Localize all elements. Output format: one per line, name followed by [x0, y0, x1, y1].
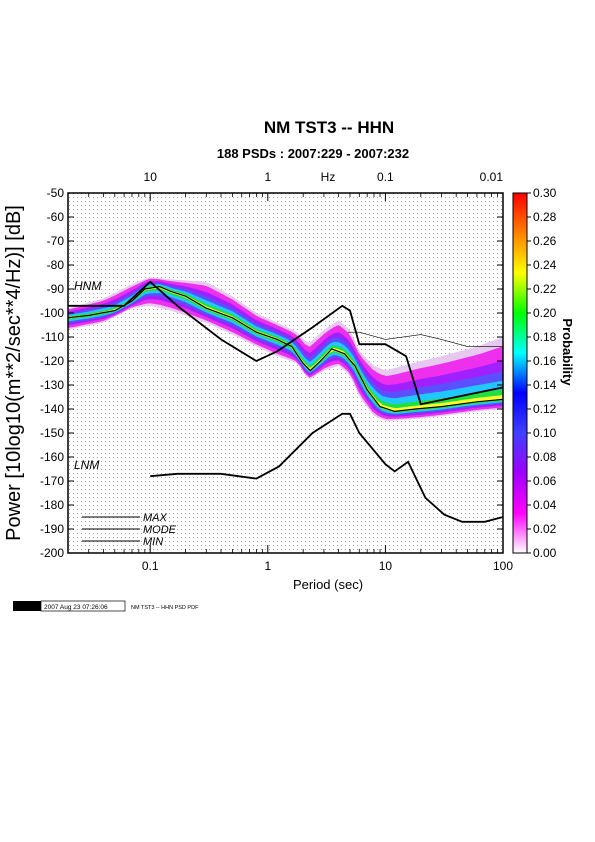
x-tick-label: 0.1: [142, 559, 159, 573]
colorbar-tick-label: 0.26: [533, 234, 557, 248]
y-tick-label: -190: [40, 522, 64, 536]
x-tick-label: 1: [264, 559, 271, 573]
y-tick-label: -110: [41, 330, 64, 344]
colorbar-ticks: 0.30 0.28 0.26 0.24 0.22 0.20 0.18 0.16 0.14 0.12…: [527, 186, 557, 560]
colorbar-tick-label: 0.02: [533, 522, 557, 536]
colorbar-tick-label: 0.18: [533, 330, 557, 344]
top-axis-title: Hz: [321, 170, 336, 184]
colorbar-tick-label: 0.24: [533, 258, 557, 272]
y-tick-label: -50: [47, 186, 65, 200]
data-layer: [68, 277, 503, 523]
legend: MAX MODE MIN: [82, 512, 177, 548]
nlnm-line: [150, 412, 503, 523]
y-tick-label: -160: [40, 450, 64, 464]
legend-label-mode: MODE: [143, 524, 177, 536]
colorbar-tick-label: 0.00: [533, 546, 557, 560]
axes-layer: -200 -190 -180 -170 -160 -150 -140 -130 -120 -110…: [40, 170, 513, 573]
y-tick-label: -120: [40, 354, 64, 368]
legend-label-max: MAX: [143, 512, 168, 524]
colorbar-tick-label: 0.04: [533, 498, 557, 512]
y-tick-label: -70: [47, 234, 65, 248]
colorbar-fill: [513, 193, 527, 553]
gmt-logo-box: [13, 601, 41, 611]
y-tick-label: -130: [40, 378, 64, 392]
x-tick-label: 10: [379, 559, 393, 573]
y-tick-label: -180: [40, 498, 64, 512]
x-tick-label: 100: [493, 559, 513, 573]
lnm-label: LNM: [74, 458, 99, 472]
x-axis-title: Period (sec): [293, 577, 363, 592]
y-tick-label: -150: [40, 426, 64, 440]
hnm-label: HNM: [74, 279, 101, 293]
footer-timestamp: 2007 Aug 23 07:26:06: [44, 604, 108, 611]
colorbar-tick-label: 0.30: [533, 186, 557, 200]
y-tick-label: -100: [40, 306, 64, 320]
plot-frame: [67, 192, 504, 554]
legend-label-min: MIN: [143, 536, 163, 548]
timestamp-box: [40, 600, 126, 612]
colorbar-tick-label: 0.12: [533, 402, 557, 416]
top-tick-label: 0.1: [377, 170, 394, 184]
y-tick-label: -80: [47, 258, 65, 272]
y-tick-label: -90: [47, 282, 65, 296]
colorbar-tick-label: 0.20: [533, 306, 557, 320]
colorbar-tick-label: 0.08: [533, 450, 557, 464]
y-tick-label: -170: [40, 474, 64, 488]
y-tick-label: -60: [47, 210, 65, 224]
nhnm-line: [68, 280, 503, 406]
max-line: [347, 331, 503, 347]
colorbar-title: Probability: [560, 318, 575, 386]
chart-subtitle: 188 PSDs : 2007:229 - 2007:232: [217, 146, 409, 161]
pdf-density-band: [68, 285, 503, 413]
mode-line: [68, 285, 503, 413]
colorbar-tick-label: 0.16: [533, 354, 557, 368]
colorbar-frame: [512, 192, 528, 554]
y-axis-title: Power [10log10(m**2/sec**4/Hz)] [dB]: [3, 205, 25, 541]
top-tick-label: 0.01: [480, 170, 504, 184]
gmt-logo: GMT: [18, 602, 36, 611]
footer-caption: NM TST3 -- HHN PSD PDF: [131, 605, 199, 611]
colorbar-tick-label: 0.28: [533, 210, 557, 224]
top-tick-label: 10: [144, 170, 158, 184]
footer: GMT 2007 Aug 23 07:26:06 NM TST3 -- HHN …: [13, 600, 199, 612]
colorbar: 0.30 0.28 0.26 0.24 0.22 0.20 0.18 0.16 0.14 0.12…: [512, 186, 575, 560]
chart-title: NM TST3 -- HHN: [264, 118, 394, 137]
y-tick-label: -140: [40, 402, 64, 416]
colorbar-tick-label: 0.14: [533, 378, 557, 392]
pdf-density-band: [68, 282, 503, 416]
colorbar-tick-label: 0.10: [533, 426, 557, 440]
y-tick-label: -200: [40, 546, 64, 560]
colorbar-tick-label: 0.06: [533, 474, 557, 488]
colorbar-tick-label: 0.22: [533, 282, 557, 296]
top-tick-label: 1: [264, 170, 271, 184]
